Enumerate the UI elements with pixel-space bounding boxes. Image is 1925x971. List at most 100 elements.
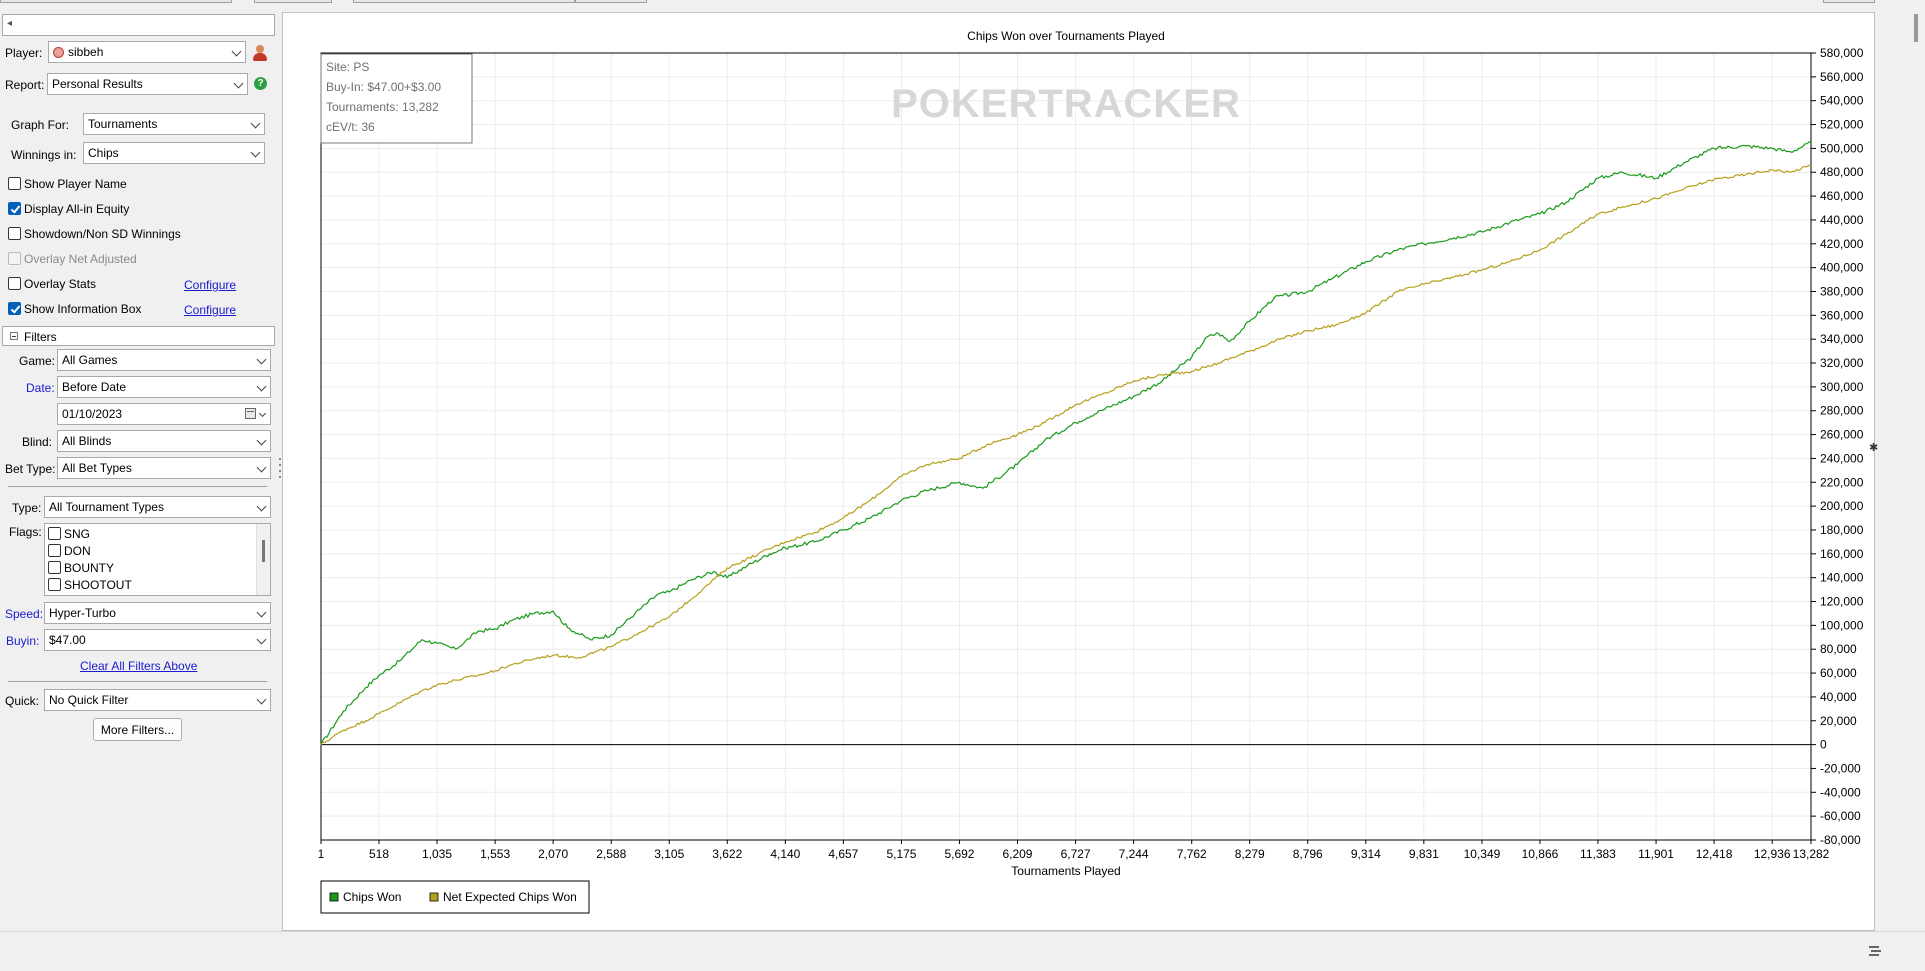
y-tick-label: 380,000 — [1820, 284, 1864, 298]
checkbox[interactable] — [48, 561, 61, 574]
speed-label[interactable]: Speed: — [5, 607, 44, 621]
y-tick-label: 480,000 — [1820, 165, 1864, 179]
configure-overlay-link[interactable]: Configure — [184, 278, 237, 292]
x-tick-label: 6,209 — [1002, 847, 1032, 861]
flags-scrollbar[interactable] — [256, 524, 270, 595]
x-tick-label: 7,762 — [1177, 847, 1207, 861]
user-avatar-icon[interactable] — [252, 45, 268, 61]
option-show-player-name[interactable]: Show Player Name — [8, 177, 127, 195]
checkbox[interactable] — [48, 578, 61, 591]
flag-bounty[interactable]: BOUNTY — [48, 561, 114, 575]
player-value: sibbeh — [68, 45, 104, 59]
speed-select[interactable]: Hyper-Turbo — [44, 602, 271, 624]
y-tick-label: 300,000 — [1820, 380, 1864, 394]
configure-info-box-link[interactable]: Configure — [184, 303, 237, 317]
top-tab[interactable] — [353, 0, 575, 3]
option-showdown-winnings[interactable]: Showdown/Non SD Winnings — [8, 227, 181, 245]
game-select[interactable]: All Games — [57, 349, 271, 371]
y-tick-label: 400,000 — [1820, 261, 1864, 275]
x-tick-label: 4,140 — [770, 847, 800, 861]
buyin-label[interactable]: Buyin: — [6, 634, 40, 648]
graph-for-select[interactable]: Tournaments — [83, 113, 265, 135]
date-select[interactable]: Before Date — [57, 376, 271, 398]
filters-header[interactable]: Filters — [2, 326, 275, 346]
x-tick-label: 5,175 — [886, 847, 916, 861]
type-select[interactable]: All Tournament Types — [44, 496, 271, 518]
x-axis-ticks: 1 518 1,035 1,553 2,070 2,588 3,105 3,622 4,140 4… — [318, 840, 1830, 861]
option-display-all-in-equity[interactable]: Display All-in Equity — [8, 202, 129, 220]
checkbox[interactable] — [8, 177, 21, 190]
player-icon — [53, 47, 64, 58]
y-tick-label: 100,000 — [1820, 618, 1864, 632]
scrollbar-thumb[interactable] — [262, 540, 265, 562]
top-tab[interactable] — [254, 0, 332, 3]
chevron-down-icon — [250, 118, 261, 129]
collapse-chevron-icon[interactable]: ◂ — [7, 18, 13, 29]
x-tick-label: 1 — [318, 847, 325, 861]
top-tab[interactable] — [0, 0, 232, 3]
y-tick-label: 180,000 — [1820, 523, 1864, 537]
divider — [8, 681, 267, 682]
y-axis-ticks: 580,000 560,000 540,000 520,000 500,000 480,0… — [1811, 46, 1864, 847]
vertical-scroll-indicator[interactable] — [1914, 14, 1918, 42]
panel-resize-handle[interactable] — [278, 456, 282, 484]
collapse-panel-bar[interactable]: ◂ — [2, 14, 275, 36]
legend-frame — [320, 880, 590, 914]
checkbox-checked[interactable] — [8, 302, 21, 315]
y-tick-label: 280,000 — [1820, 404, 1864, 418]
y-tick-label: 580,000 — [1820, 46, 1864, 60]
x-tick-label: 5,692 — [944, 847, 974, 861]
top-tab[interactable] — [575, 0, 647, 3]
quick-label: Quick: — [5, 694, 40, 708]
help-icon[interactable]: ? — [254, 77, 267, 90]
calendar-icon[interactable] — [245, 408, 256, 419]
date-input[interactable]: 01/10/2023 — [57, 403, 271, 425]
quick-filter-select[interactable]: No Quick Filter — [44, 689, 271, 711]
x-tick-label: 13,282 — [1793, 847, 1830, 861]
checkbox[interactable] — [8, 227, 21, 240]
checkbox[interactable] — [8, 277, 21, 290]
chevron-down-icon — [256, 501, 267, 512]
top-tab[interactable] — [1823, 0, 1875, 3]
y-tick-label: 260,000 — [1820, 428, 1864, 442]
y-tick-label: -80,000 — [1820, 833, 1861, 847]
y-tick-label: 120,000 — [1820, 595, 1864, 609]
chart[interactable]: Chips Won over Tournaments Played POKERT… — [283, 13, 1876, 932]
flag-don[interactable]: DON — [48, 544, 91, 558]
flags-list[interactable]: SNG DON BOUNTY SHOOTOUT — [44, 523, 271, 596]
clear-all-filters-link[interactable]: Clear All Filters Above — [80, 659, 198, 673]
information-box[interactable]: Site: PS Buy-In: $47.00+$3.00 Tournament… — [320, 53, 473, 144]
checkbox[interactable] — [48, 527, 61, 540]
checkbox[interactable] — [48, 544, 61, 557]
y-tick-label: -60,000 — [1820, 809, 1861, 823]
info-site: Site: PS — [326, 60, 369, 74]
x-tick-label: 7,244 — [1119, 847, 1149, 861]
x-axis-label: Tournaments Played — [1011, 864, 1120, 878]
winnings-in-select[interactable]: Chips — [83, 142, 265, 164]
top-tab-strip — [0, 0, 1925, 12]
report-select[interactable]: Personal Results — [47, 73, 248, 95]
y-tick-label: 340,000 — [1820, 332, 1864, 346]
blind-select[interactable]: All Blinds — [57, 430, 271, 452]
more-filters-button[interactable]: More Filters... — [93, 718, 182, 741]
graph-panel: Chips Won over Tournaments Played POKERT… — [282, 12, 1875, 931]
flag-sng[interactable]: SNG — [48, 527, 90, 541]
player-select[interactable]: sibbeh — [48, 41, 246, 63]
collapse-icon[interactable] — [10, 332, 18, 340]
legend-label-net-expected: Net Expected Chips Won — [443, 890, 577, 904]
flag-shootout[interactable]: SHOOTOUT — [48, 578, 132, 592]
flags-label: Flags: — [9, 525, 42, 539]
option-show-information-box[interactable]: Show Information Box — [8, 302, 141, 320]
buyin-select[interactable]: $47.00 — [44, 629, 271, 651]
y-tick-label: -20,000 — [1820, 761, 1861, 775]
chevron-down-icon — [231, 46, 242, 57]
status-sync-icon[interactable] — [1867, 944, 1883, 956]
pin-icon[interactable]: ✱ — [1869, 442, 1879, 454]
date-label[interactable]: Date: — [26, 381, 55, 395]
x-tick-label: 2,070 — [538, 847, 568, 861]
checkbox-checked[interactable] — [8, 202, 21, 215]
bet-type-select[interactable]: All Bet Types — [57, 457, 271, 479]
checkbox-disabled — [8, 252, 21, 265]
chart-legend[interactable]: Chips Won Net Expected Chips Won — [320, 880, 590, 914]
option-overlay-stats[interactable]: Overlay Stats — [8, 277, 96, 295]
